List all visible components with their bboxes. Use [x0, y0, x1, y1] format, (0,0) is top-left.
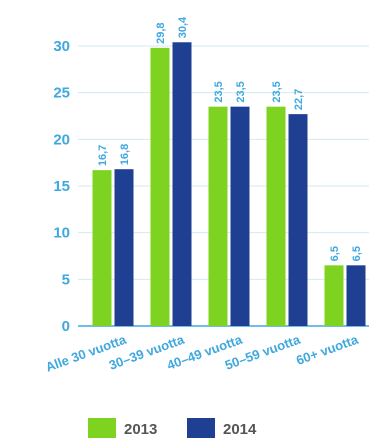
data-label: 6,5: [351, 246, 363, 261]
data-label: 23,5: [271, 81, 283, 102]
legend-swatch-2013: [88, 418, 116, 438]
y-tick-label: 15: [53, 178, 70, 195]
bar-2014: [230, 106, 250, 327]
bar-2013: [208, 106, 228, 327]
data-label: 23,5: [235, 81, 247, 102]
y-tick-label: 5: [62, 271, 70, 288]
bar-2014: [114, 169, 134, 326]
y-tick-label: 30: [53, 38, 70, 55]
data-label: 23,5: [213, 81, 225, 102]
data-label: 16,8: [119, 144, 131, 165]
bar-2014: [288, 114, 308, 326]
bar-2013: [150, 47, 170, 326]
data-label: 6,5: [329, 246, 341, 261]
data-label: 22,7: [293, 89, 305, 110]
data-label: 29,8: [155, 22, 167, 43]
bar-2013: [324, 265, 344, 326]
bars: [92, 42, 366, 327]
y-tick-label: 20: [53, 131, 70, 148]
legend-label: 2013: [124, 421, 157, 438]
y-tick-label: 0: [62, 318, 70, 335]
legend-swatch-2014: [187, 418, 215, 438]
legend-label: 2014: [223, 421, 257, 438]
bar-2014: [346, 265, 366, 326]
bar-2013: [266, 106, 286, 327]
y-tick-label: 10: [53, 225, 70, 242]
x-category-label: 60+ vuotta: [294, 331, 361, 367]
data-labels: 16,7 16,8 29,8 30,4 23,5 23,5 23,5 22,7 6,5 6,5: [97, 16, 363, 261]
bar-2013: [92, 170, 112, 326]
y-tick-label: 25: [53, 85, 70, 102]
data-label: 30,4: [177, 16, 189, 38]
data-label: 16,7: [97, 145, 109, 166]
y-axis: 0 5 10 15 20 25 30: [53, 38, 70, 335]
bar-2014: [172, 42, 192, 327]
legend: 2013 2014: [88, 418, 257, 438]
